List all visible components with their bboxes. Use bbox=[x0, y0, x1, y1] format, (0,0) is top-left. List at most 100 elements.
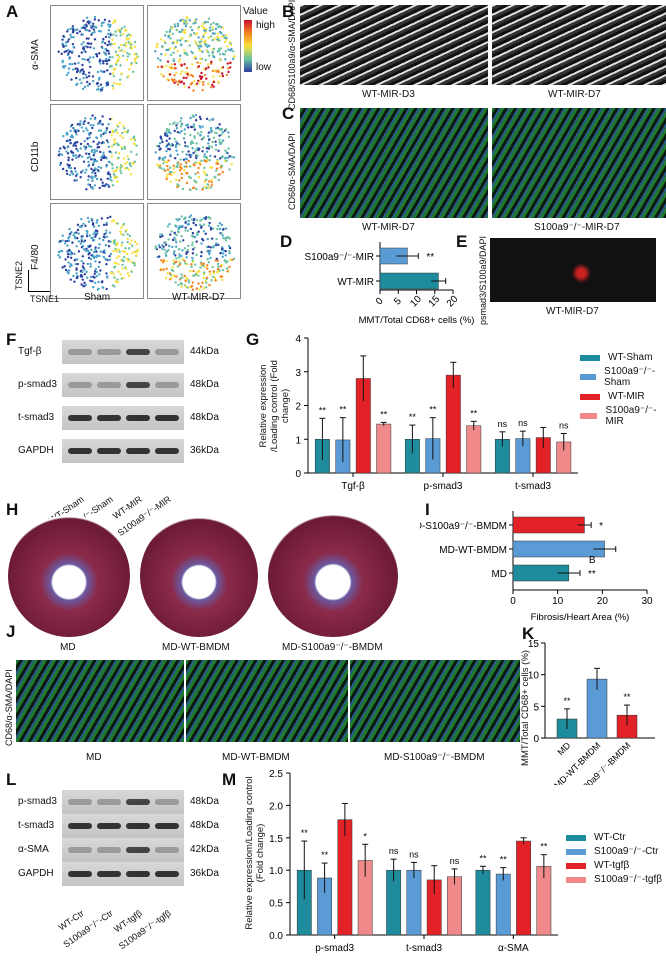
tsne-point bbox=[209, 256, 212, 260]
tsne-point bbox=[198, 40, 201, 44]
tsne-point bbox=[105, 127, 109, 130]
tsne-point bbox=[177, 256, 181, 259]
tsne-point bbox=[128, 68, 131, 71]
tsne-point bbox=[124, 29, 127, 32]
tsne-point bbox=[178, 131, 182, 135]
category-label: S100a9⁻/⁻-MIR bbox=[305, 252, 374, 263]
tsne-point bbox=[176, 39, 179, 42]
tsne-point bbox=[164, 41, 167, 45]
tsne-point bbox=[68, 265, 72, 268]
tsne-point bbox=[91, 114, 94, 117]
tsne-point bbox=[220, 128, 223, 132]
image-label: MD-S100a9⁻/⁻-BMDM bbox=[384, 752, 485, 763]
tsne-point bbox=[93, 25, 97, 29]
tsne-point bbox=[91, 31, 94, 35]
legend-item: WT-tgfβ bbox=[566, 860, 662, 871]
tsne-point bbox=[201, 80, 205, 84]
tsne-point bbox=[90, 33, 93, 36]
tsne-point bbox=[179, 39, 182, 42]
tsne-point bbox=[97, 287, 100, 291]
tsne-point bbox=[214, 169, 218, 172]
tsne-point bbox=[194, 172, 197, 176]
significance-label: ** bbox=[409, 412, 417, 422]
tsne-point bbox=[109, 72, 112, 76]
x-tick-label: 0 bbox=[510, 596, 516, 607]
legend-item: S100a9⁻/⁻-Ctr bbox=[566, 846, 662, 857]
significance-label: ** bbox=[563, 696, 571, 706]
tsne-point bbox=[132, 261, 136, 265]
tsne-point bbox=[226, 270, 229, 273]
tsne-point bbox=[87, 183, 90, 186]
tsne-point bbox=[188, 165, 192, 168]
tsne-point bbox=[202, 136, 206, 139]
y-tick-label: 0 bbox=[295, 469, 301, 480]
tsne-point bbox=[209, 35, 213, 38]
tsne-point bbox=[82, 76, 85, 80]
tsne-point bbox=[87, 152, 91, 156]
tsne-point bbox=[216, 227, 219, 231]
tsne-point bbox=[116, 131, 119, 135]
tsne-point bbox=[175, 225, 178, 228]
category-label: p-smad3 bbox=[424, 481, 463, 492]
tsne-point bbox=[183, 247, 187, 250]
tsne-point bbox=[120, 72, 123, 75]
tsne-point bbox=[77, 250, 81, 253]
tsne-point bbox=[154, 49, 157, 53]
tsne-point bbox=[97, 78, 101, 81]
y-tick-label: 3 bbox=[295, 368, 301, 379]
tsne-point bbox=[228, 40, 231, 44]
tsne-point bbox=[216, 259, 219, 262]
tsne-point bbox=[168, 172, 171, 176]
significance-label: ** bbox=[588, 569, 596, 580]
legend-label: S100a9⁻/⁻-MIR bbox=[605, 405, 657, 427]
protein-band bbox=[97, 847, 121, 853]
tsne-point bbox=[75, 147, 78, 151]
tsne-point bbox=[205, 276, 209, 279]
tsne-point bbox=[200, 45, 203, 48]
tsne-point bbox=[181, 257, 184, 261]
tsne-point bbox=[163, 156, 167, 159]
tsne-point bbox=[203, 172, 207, 175]
tsne-point bbox=[106, 69, 109, 72]
tsne-point bbox=[189, 155, 192, 159]
tsne-point bbox=[122, 124, 125, 128]
category-label: Tgf-β bbox=[341, 481, 365, 492]
tsne-point bbox=[85, 247, 88, 251]
tsne-point bbox=[121, 136, 125, 139]
tsne-point bbox=[207, 147, 211, 150]
tsne-point bbox=[213, 155, 217, 158]
tsne-point bbox=[175, 245, 178, 248]
tsne-point bbox=[195, 240, 198, 243]
tsne-point bbox=[200, 159, 203, 163]
tsne-point bbox=[95, 55, 99, 58]
tsne-point bbox=[92, 124, 95, 127]
tsne-point bbox=[173, 137, 176, 141]
tsne-point bbox=[95, 149, 99, 152]
tsne-point bbox=[59, 161, 63, 165]
tsne-point bbox=[115, 250, 118, 253]
tsne-point bbox=[57, 50, 60, 53]
chart-i: 0102030MD-S100a9⁻/⁻-BMDM*MD-WT-BMDMMD**F… bbox=[420, 511, 653, 623]
tsne-point bbox=[67, 67, 71, 70]
tsne-point bbox=[85, 37, 88, 40]
legend-low: low bbox=[256, 62, 272, 73]
tsne-point bbox=[71, 30, 75, 34]
tsne-point bbox=[202, 26, 205, 29]
tsne-point bbox=[216, 270, 220, 273]
tsne-point bbox=[206, 134, 210, 138]
tsne-point bbox=[70, 150, 73, 153]
tsne-point bbox=[183, 274, 186, 278]
tsne-point bbox=[162, 168, 166, 171]
tsne-point bbox=[97, 280, 100, 284]
tsne-point bbox=[225, 34, 228, 37]
tsne-point bbox=[205, 281, 208, 284]
tsne-point bbox=[91, 177, 94, 180]
tsne-point bbox=[166, 164, 169, 168]
tsne-point bbox=[89, 265, 92, 268]
tsne-point bbox=[222, 236, 225, 240]
tsne-point bbox=[84, 45, 87, 48]
tsne-point bbox=[197, 44, 200, 48]
tsne-point bbox=[91, 171, 94, 175]
tsne-point bbox=[183, 165, 187, 168]
